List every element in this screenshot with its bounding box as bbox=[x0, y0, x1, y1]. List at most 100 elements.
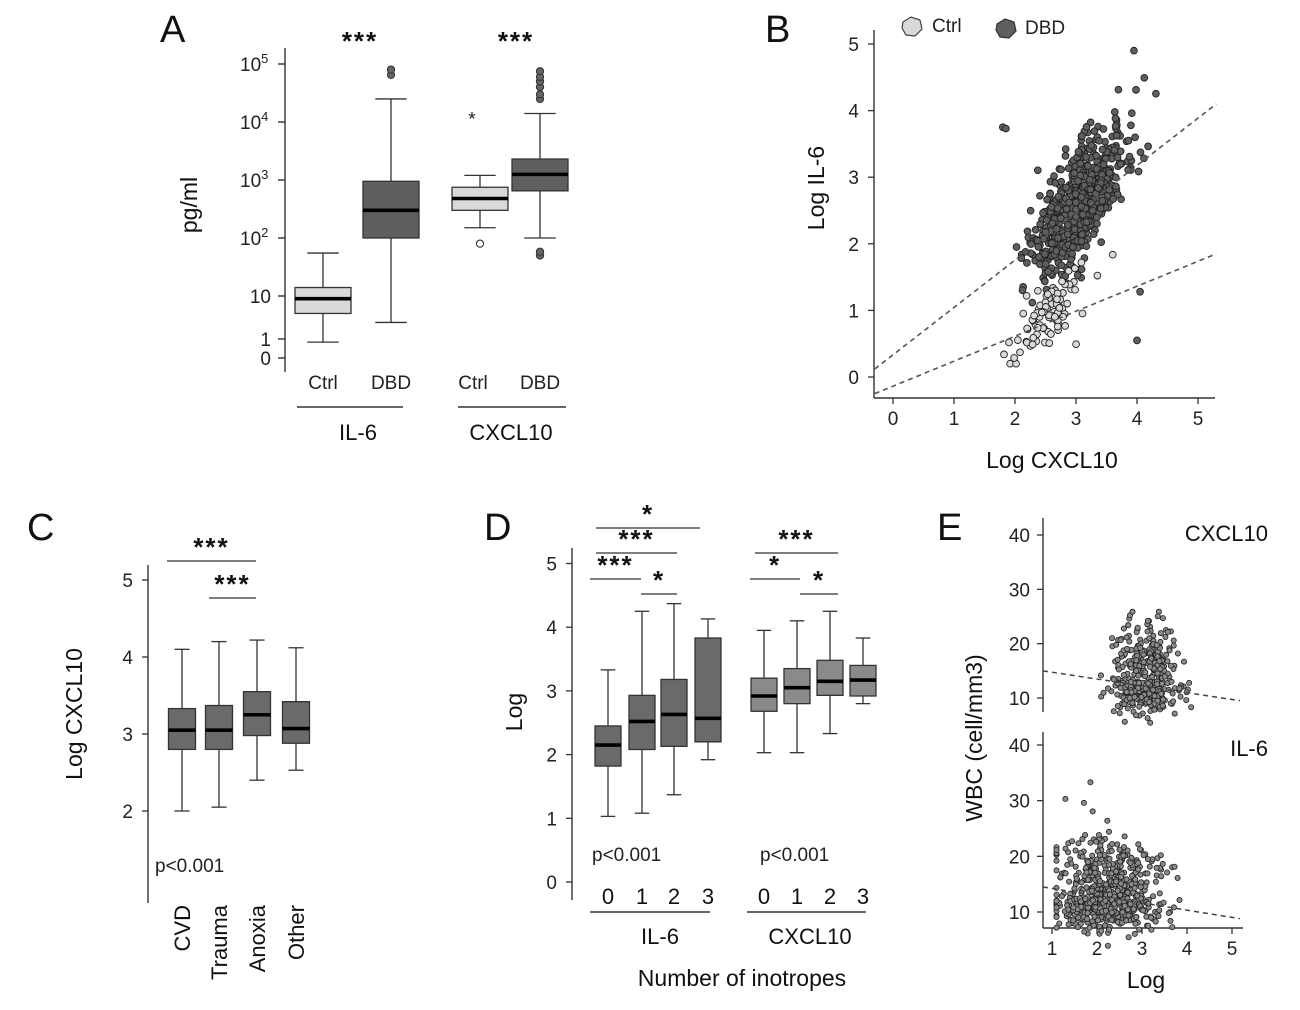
panel-e-point-il-6 bbox=[1053, 924, 1060, 931]
panel-b-point-ctrl bbox=[1093, 271, 1102, 280]
panel-e-point-cxcl10 bbox=[1147, 663, 1154, 670]
panel-b-point-dbd bbox=[1094, 184, 1103, 192]
panel-e-point-cxcl10 bbox=[1144, 617, 1151, 624]
panel-e-point-il-6 bbox=[1114, 887, 1121, 894]
panel-c: C Log CXCL10 5 4 3 2 *** *** p<0.001 CVD Trau… bbox=[27, 507, 311, 980]
panel-e-point-il-6 bbox=[1106, 862, 1113, 869]
panel-e-point-il-6 bbox=[1053, 857, 1060, 864]
panel-b-xtick-label: 3 bbox=[1071, 409, 1082, 430]
panel-b-point-dbd bbox=[1114, 85, 1123, 94]
panel-b-point-dbd bbox=[1040, 277, 1049, 286]
panel-e-point-il-6 bbox=[1082, 832, 1089, 839]
panel-b-point-dbd bbox=[1116, 147, 1125, 156]
panel-e-point-cxcl10 bbox=[1109, 635, 1116, 642]
panel-a-boxes: * bbox=[294, 65, 569, 343]
panel-b-point-dbd bbox=[1110, 146, 1119, 154]
panel-e-point-cxcl10 bbox=[1123, 634, 1130, 641]
panel-e-point-il-6 bbox=[1135, 841, 1142, 848]
panel-e-point-cxcl10 bbox=[1142, 669, 1149, 676]
panel-d-il-6-box-3-box bbox=[694, 637, 722, 743]
panel-b-point-dbd bbox=[1112, 182, 1120, 191]
panel-e-point-il-6 bbox=[1105, 913, 1112, 920]
panel-b-xtick-label: 2 bbox=[1010, 409, 1021, 430]
panel-e-point-il-6 bbox=[1082, 896, 1089, 903]
panel-d-il-6-xtick-1: 1 bbox=[636, 884, 648, 909]
panel-b-point-dbd bbox=[1113, 190, 1122, 199]
panel-e-points bbox=[1042, 608, 1241, 949]
panel-a-flier bbox=[475, 239, 485, 248]
panel-e-point-cxcl10 bbox=[1120, 672, 1127, 679]
panel-e-point-il-6 bbox=[1113, 878, 1120, 885]
panel-b-point-dbd bbox=[1076, 159, 1085, 168]
panel-e-point-il-6 bbox=[1072, 863, 1079, 870]
panel-b-point-dbd bbox=[1077, 193, 1086, 201]
panel-e-ytick-label: 10 bbox=[1009, 903, 1030, 924]
panel-b-fit-line-0 bbox=[874, 103, 1217, 370]
panel-e-point-il-6 bbox=[1121, 902, 1128, 909]
panel-c-ylabel: Log CXCL10 bbox=[61, 648, 87, 780]
panel-e-point-il-6 bbox=[1085, 876, 1092, 883]
panel-e-point-il-6 bbox=[1096, 852, 1103, 859]
panel-b-point-dbd bbox=[1028, 298, 1037, 307]
panel-b-point-dbd bbox=[1041, 260, 1050, 268]
panel-b-point-dbd bbox=[1078, 132, 1086, 140]
panel-e-point-cxcl10 bbox=[1131, 693, 1138, 700]
panel-e-point-il-6 bbox=[1176, 897, 1183, 904]
panel-e-point-il-6 bbox=[1171, 863, 1178, 870]
panel-e-point-il-6 bbox=[1117, 858, 1124, 865]
ytick-1e3: 103 bbox=[240, 167, 268, 192]
panel-e-point-cxcl10 bbox=[1159, 702, 1166, 709]
panel-b-outlier bbox=[1136, 287, 1144, 296]
panel-b-point-dbd bbox=[1098, 145, 1107, 154]
panel-b-point-dbd bbox=[1073, 271, 1082, 280]
panel-e-point-cxcl10 bbox=[1116, 710, 1123, 717]
panel-e-point-cxcl10 bbox=[1133, 657, 1140, 664]
panel-e-point-il-6 bbox=[1136, 846, 1143, 853]
panel-e-point-cxcl10 bbox=[1129, 700, 1136, 707]
panel-b-point-dbd bbox=[1048, 239, 1056, 248]
panel-e-point-il-6 bbox=[1088, 887, 1095, 894]
panel-e-point-il-6 bbox=[1106, 926, 1113, 933]
panel-e-point-il-6 bbox=[1155, 913, 1162, 920]
panel-e-point-cxcl10 bbox=[1171, 710, 1178, 717]
panel-e-point-cxcl10 bbox=[1163, 651, 1170, 658]
panel-b-point-dbd bbox=[1082, 218, 1091, 226]
panel-e-point-il-6 bbox=[1119, 909, 1126, 916]
panel-b-point-dbd bbox=[1033, 166, 1042, 175]
panel-b-point-dbd bbox=[1069, 243, 1077, 251]
panel-b-point-dbd bbox=[1131, 133, 1139, 142]
panel-e-point-il-6 bbox=[1103, 881, 1110, 888]
panel-b-point-dbd bbox=[1097, 238, 1106, 246]
panel-b-point-dbd bbox=[1018, 286, 1027, 295]
panel-d-cxcl10-box-2-box bbox=[816, 659, 844, 697]
panel-d-il-6-xtick-3: 3 bbox=[702, 884, 714, 909]
panel-c-pvalue: p<0.001 bbox=[155, 856, 224, 877]
panel-b-point-dbd bbox=[1099, 125, 1108, 133]
panel-b-point-ctrl bbox=[1043, 290, 1052, 299]
panel-e-point-cxcl10 bbox=[1127, 661, 1134, 668]
panel-b-point-dbd bbox=[1057, 177, 1066, 186]
panel-b-point-dbd bbox=[1050, 172, 1058, 180]
panel-e-point-il-6 bbox=[1154, 855, 1161, 862]
panel-b-point-ctrl bbox=[1053, 295, 1061, 304]
panel-b-point-dbd bbox=[1041, 228, 1050, 236]
panel-a-xtick-ctrl-1: Ctrl bbox=[308, 373, 338, 394]
panel-e-point-il-6 bbox=[1113, 868, 1120, 875]
panel-d-ytick-label: 3 bbox=[546, 682, 557, 703]
panel-b-point-dbd bbox=[1061, 145, 1070, 153]
panel-e-label-cxcl10: CXCL10 bbox=[1185, 521, 1268, 546]
panel-b-point-dbd bbox=[1127, 109, 1136, 118]
panel-b-point-ctrl bbox=[1029, 333, 1038, 342]
panel-e-point-il-6 bbox=[1131, 930, 1138, 937]
panel-b-point-dbd bbox=[1048, 219, 1057, 228]
panel-e-point-il-6 bbox=[1133, 914, 1140, 921]
panel-e-point-il-6 bbox=[1160, 899, 1167, 906]
panel-e-point-cxcl10 bbox=[1145, 680, 1152, 687]
panel-e-point-cxcl10 bbox=[1153, 642, 1160, 649]
panel-a-yticks: 105 104 103 102 10 1 0 bbox=[240, 51, 285, 370]
panel-e-point-il-6 bbox=[1096, 878, 1103, 885]
panel-d-cxcl10-comparison-0-1-stars: * bbox=[769, 550, 781, 580]
panel-e-point-il-6 bbox=[1066, 878, 1073, 885]
panel-b-fit-line-1 bbox=[874, 253, 1217, 395]
panel-b-point-dbd bbox=[1044, 267, 1052, 276]
